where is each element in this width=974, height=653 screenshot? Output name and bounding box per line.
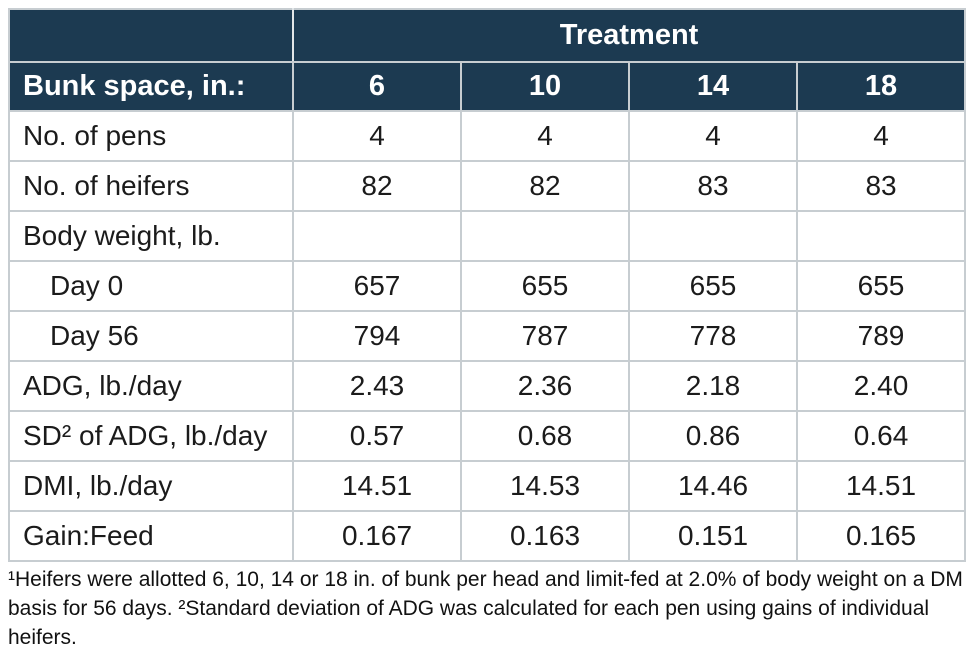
bunk-space-header-row: Bunk space, in.: 6 10 14 18 xyxy=(8,61,967,112)
value-cell: 14.53 xyxy=(460,460,630,512)
value-cell: 2.18 xyxy=(628,360,798,412)
table-row-adg: ADG, lb./day 2.43 2.36 2.18 2.40 xyxy=(8,360,967,412)
value-cell: 655 xyxy=(628,260,798,312)
corner-cell xyxy=(8,8,294,63)
value-cell: 4 xyxy=(628,110,798,162)
value-cell: 655 xyxy=(795,260,967,312)
value-cell: 657 xyxy=(292,260,462,312)
value-cell: 655 xyxy=(460,260,630,312)
value-cell: 0.86 xyxy=(628,410,798,462)
row-label: Body weight, lb. xyxy=(8,210,294,262)
value-cell: 0.68 xyxy=(460,410,630,462)
value-cell: 0.64 xyxy=(795,410,967,462)
value-cell: 4 xyxy=(795,110,967,162)
column-header-10: 10 xyxy=(460,61,630,112)
table-row-gain-feed: Gain:Feed 0.167 0.163 0.151 0.165 xyxy=(8,510,967,562)
value-cell: 14.51 xyxy=(292,460,462,512)
row-label: ADG, lb./day xyxy=(8,360,294,412)
value-cell: 0.163 xyxy=(460,510,630,562)
table-row-no-of-heifers: No. of heifers 82 82 83 83 xyxy=(8,160,967,212)
value-cell xyxy=(292,210,462,262)
column-header-6: 6 xyxy=(292,61,462,112)
table-row-sd-of-adg: SD² of ADG, lb./day 0.57 0.68 0.86 0.64 xyxy=(8,410,967,462)
value-cell: 0.167 xyxy=(292,510,462,562)
value-cell: 778 xyxy=(628,310,798,362)
value-cell xyxy=(628,210,798,262)
value-cell: 14.51 xyxy=(795,460,967,512)
row-label: Day 56 xyxy=(8,310,294,362)
table-row-day-56: Day 56 794 787 778 789 xyxy=(8,310,967,362)
value-cell xyxy=(795,210,967,262)
treatment-table-container: Treatment Bunk space, in.: 6 10 14 18 No… xyxy=(8,8,967,562)
value-cell: 789 xyxy=(795,310,967,362)
value-cell: 2.43 xyxy=(292,360,462,412)
table-row-dmi: DMI, lb./day 14.51 14.53 14.46 14.51 xyxy=(8,460,967,512)
value-cell: 0.57 xyxy=(292,410,462,462)
value-cell: 82 xyxy=(292,160,462,212)
row-label: No. of heifers xyxy=(8,160,294,212)
value-cell: 0.151 xyxy=(628,510,798,562)
value-cell: 787 xyxy=(460,310,630,362)
value-cell: 14.46 xyxy=(628,460,798,512)
row-label: Day 0 xyxy=(8,260,294,312)
value-cell: 83 xyxy=(795,160,967,212)
treatment-table: Treatment Bunk space, in.: 6 10 14 18 No… xyxy=(8,8,967,562)
value-cell: 4 xyxy=(460,110,630,162)
value-cell: 4 xyxy=(292,110,462,162)
value-cell xyxy=(460,210,630,262)
value-cell: 794 xyxy=(292,310,462,362)
row-label: No. of pens xyxy=(8,110,294,162)
table-row-no-of-pens: No. of pens 4 4 4 4 xyxy=(8,110,967,162)
row-label: Gain:Feed xyxy=(8,510,294,562)
treatment-group-header: Treatment xyxy=(291,8,967,63)
row-label: SD² of ADG, lb./day xyxy=(8,410,294,462)
table-row-day-0: Day 0 657 655 655 655 xyxy=(8,260,967,312)
value-cell: 0.165 xyxy=(795,510,967,562)
treatment-group-header-row: Treatment xyxy=(8,8,967,63)
column-header-14: 14 xyxy=(628,61,798,112)
value-cell: 2.40 xyxy=(795,360,967,412)
row-label: DMI, lb./day xyxy=(8,460,294,512)
table-row-body-weight: Body weight, lb. xyxy=(8,210,967,262)
column-header-18: 18 xyxy=(795,61,967,112)
value-cell: 2.36 xyxy=(460,360,630,412)
value-cell: 82 xyxy=(460,160,630,212)
bunk-space-header: Bunk space, in.: xyxy=(8,61,294,112)
value-cell: 83 xyxy=(628,160,798,212)
